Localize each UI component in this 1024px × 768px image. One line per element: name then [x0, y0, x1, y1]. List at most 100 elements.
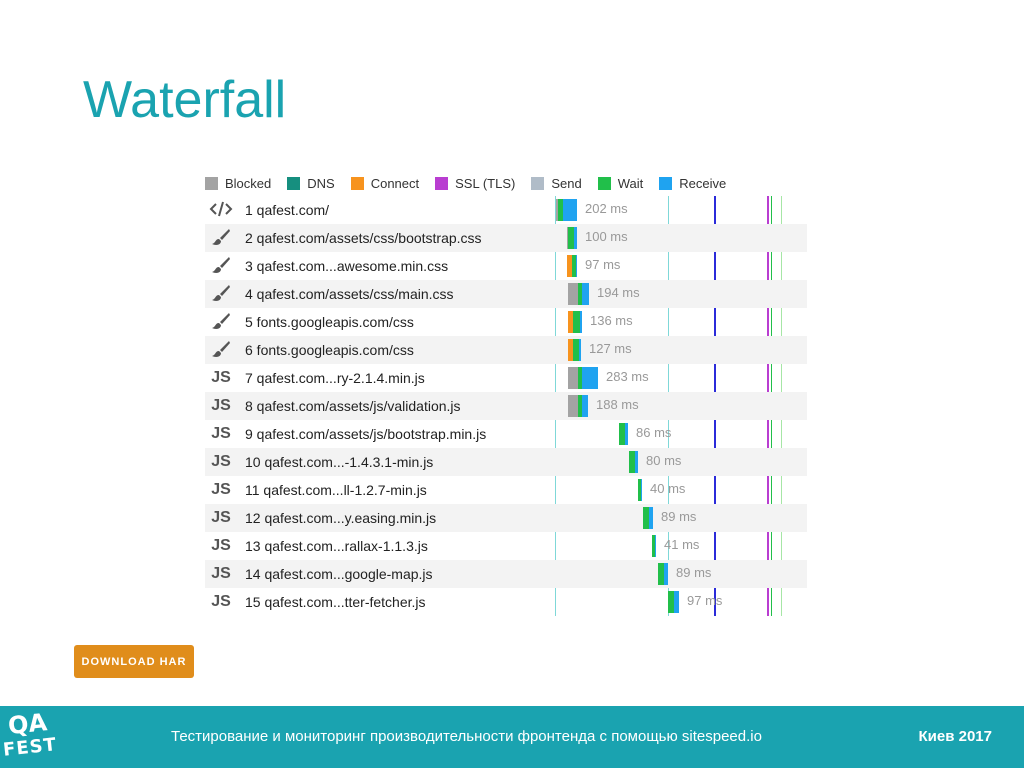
timing-segment-receive: [649, 507, 653, 529]
footer-city: Киев 2017: [918, 728, 992, 745]
request-duration: 41 ms: [664, 537, 700, 552]
timing-segment-wait: [652, 535, 655, 557]
timing-segment-receive: [664, 563, 668, 585]
waterfall-row[interactable]: 4 qafest.com/assets/css/main.css 194 ms: [205, 280, 807, 308]
waterfall-row[interactable]: JS 15 qafest.com...tter-fetcher.js 97 ms: [205, 588, 807, 616]
waterfall-legend: Blocked DNS Connect SSL (TLS) Send Wait Receiv…: [205, 174, 742, 192]
legend-swatch: [350, 176, 364, 190]
timing-segment-wait: [578, 367, 582, 389]
timing-segment-receive: [580, 311, 582, 333]
timing-segment-wait: [668, 591, 674, 613]
waterfall-row[interactable]: 3 qafest.com...awesome.min.css 97 ms: [205, 252, 807, 280]
waterfall-row[interactable]: JS 14 qafest.com...google-map.js 89 ms: [205, 560, 807, 588]
request-duration: 89 ms: [676, 565, 712, 580]
javascript-file-icon: JS: [211, 397, 231, 414]
waterfall-row[interactable]: 5 fonts.googleapis.com/css 136 ms: [205, 308, 807, 336]
waterfall-row[interactable]: JS 10 qafest.com...-1.4.3.1-min.js 80 ms: [205, 448, 807, 476]
legend-label: Receive: [679, 175, 727, 191]
paintbrush-css-icon: [207, 312, 235, 332]
legend-swatch: [597, 176, 611, 190]
request-url: 15 qafest.com...tter-fetcher.js: [245, 594, 426, 610]
request-duration: 100 ms: [585, 229, 628, 244]
request-duration: 202 ms: [585, 201, 628, 216]
request-url: 13 qafest.com...rallax-1.1.3.js: [245, 538, 428, 554]
timing-segment-receive: [582, 367, 598, 389]
javascript-file-icon: JS: [211, 565, 231, 582]
footer-text: Тестирование и мониторинг производительн…: [171, 728, 762, 745]
legend-swatch: [659, 176, 673, 190]
download-har-button[interactable]: DOWNLOAD HAR: [74, 645, 194, 678]
request-url: 10 qafest.com...-1.4.3.1-min.js: [245, 454, 434, 470]
legend-swatch: [435, 176, 449, 190]
legend-label: DNS: [307, 175, 335, 191]
timing-segment-blocked: [568, 367, 578, 389]
paintbrush-css-icon: [207, 284, 235, 304]
timing-segment-wait: [578, 395, 582, 417]
javascript-file-icon: JS: [211, 425, 231, 442]
request-duration: 40 ms: [650, 481, 686, 496]
timing-segment-blocked: [568, 395, 578, 417]
javascript-file-icon: JS: [211, 369, 231, 386]
legend-label: Connect: [370, 175, 420, 191]
request-duration: 188 ms: [596, 397, 639, 412]
javascript-file-icon: JS: [211, 593, 231, 610]
timing-segment-wait: [573, 339, 579, 361]
waterfall-row[interactable]: JS 8 qafest.com/assets/js/validation.js 18…: [205, 392, 807, 420]
legend-item-receive: Receive: [659, 176, 726, 191]
timing-segment-receive: [582, 283, 589, 305]
legend-item-ssl-tls: SSL (TLS): [435, 176, 515, 191]
request-url: 11 qafest.com...ll-1.2.7-min.js: [245, 482, 427, 498]
request-duration: 283 ms: [606, 369, 649, 384]
waterfall-row[interactable]: JS 11 qafest.com...ll-1.2.7-min.js 40 ms: [205, 476, 807, 504]
request-duration: 127 ms: [589, 341, 632, 356]
waterfall-row[interactable]: JS 12 qafest.com...y.easing.min.js 89 ms: [205, 504, 807, 532]
timing-segment-wait: [568, 227, 574, 249]
request-url: 7 qafest.com...ry-2.1.4.min.js: [245, 370, 425, 386]
timing-segment-connect: [567, 255, 572, 277]
legend-swatch: [531, 176, 545, 190]
timing-segment-wait: [619, 423, 625, 445]
waterfall-row[interactable]: JS 7 qafest.com...ry-2.1.4.min.js 283 ms: [205, 364, 807, 392]
request-url: 14 qafest.com...google-map.js: [245, 566, 433, 582]
timing-segment-wait: [629, 451, 635, 473]
request-url: 6 fonts.googleapis.com/css: [245, 342, 414, 358]
waterfall-row[interactable]: JS 9 qafest.com/assets/js/bootstrap.min.j…: [205, 420, 807, 448]
timing-segment-receive: [579, 339, 581, 361]
timing-segment-blocked: [567, 227, 568, 249]
page-title: Waterfall: [83, 71, 287, 129]
legend-label: Send: [551, 175, 582, 191]
timing-segment-receive: [625, 423, 628, 445]
request-url: 3 qafest.com...awesome.min.css: [245, 258, 449, 274]
request-duration: 80 ms: [646, 453, 682, 468]
javascript-file-icon: JS: [211, 537, 231, 554]
request-duration: 86 ms: [636, 425, 672, 440]
timing-segment-receive: [576, 255, 577, 277]
timing-segment-receive: [635, 451, 638, 473]
timing-segment-receive: [655, 535, 656, 557]
timing-segment-wait: [573, 311, 580, 333]
request-duration: 97 ms: [585, 257, 621, 272]
timing-segment-receive: [582, 395, 588, 417]
logo-fest-text: FEST: [2, 734, 58, 761]
request-duration: 136 ms: [590, 313, 633, 328]
waterfall-row[interactable]: 1 qafest.com/202 ms: [205, 196, 807, 224]
timing-segment-blocked: [556, 199, 558, 221]
timing-segment-connect: [568, 339, 573, 361]
timing-segment-receive: [563, 199, 577, 221]
request-url: 2 qafest.com/assets/css/bootstrap.css: [245, 230, 482, 246]
legend-swatch: [287, 176, 301, 190]
timing-segment-wait: [558, 199, 563, 221]
legend-item-send: Send: [531, 175, 582, 191]
html-code-icon: [207, 200, 235, 220]
timing-segment-wait: [572, 255, 576, 277]
waterfall-chart: 1 qafest.com/202 ms 2 qafest.com/assets/c…: [205, 196, 807, 616]
timing-segment-receive: [574, 227, 577, 249]
waterfall-row[interactable]: 2 qafest.com/assets/css/bootstrap.css 100…: [205, 224, 807, 252]
timing-segment-receive: [641, 479, 642, 501]
request-duration: 89 ms: [661, 509, 697, 524]
request-url: 5 fonts.googleapis.com/css: [245, 314, 414, 330]
waterfall-row[interactable]: 6 fonts.googleapis.com/css 127 ms: [205, 336, 807, 364]
timing-segment-wait: [658, 563, 664, 585]
timing-segment-blocked: [568, 283, 578, 305]
waterfall-row[interactable]: JS 13 qafest.com...rallax-1.1.3.js 41 ms: [205, 532, 807, 560]
